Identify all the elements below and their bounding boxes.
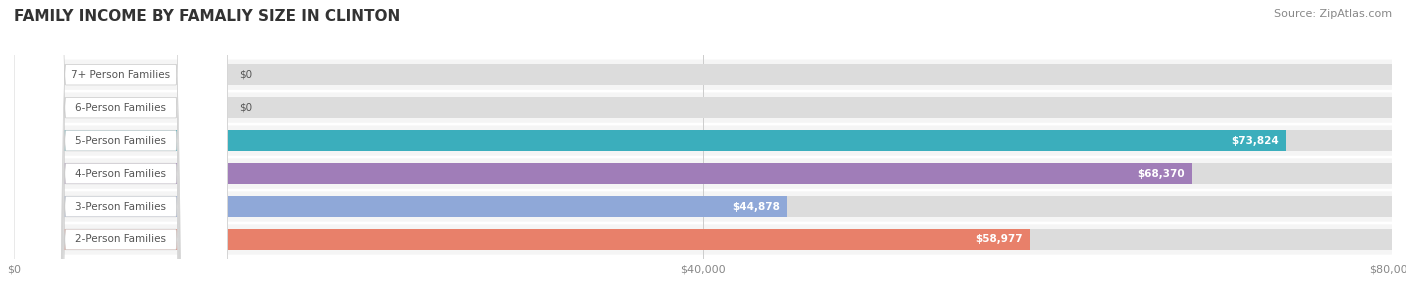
Bar xyxy=(14,130,1392,151)
FancyBboxPatch shape xyxy=(14,191,1392,222)
Text: $73,824: $73,824 xyxy=(1230,136,1278,145)
Text: $68,370: $68,370 xyxy=(1137,169,1185,178)
FancyBboxPatch shape xyxy=(14,125,1392,156)
FancyBboxPatch shape xyxy=(14,59,1392,90)
FancyBboxPatch shape xyxy=(14,92,1392,123)
FancyBboxPatch shape xyxy=(14,0,228,305)
Text: $0: $0 xyxy=(239,103,252,113)
FancyBboxPatch shape xyxy=(14,0,228,305)
FancyBboxPatch shape xyxy=(14,224,1392,255)
Text: 5-Person Families: 5-Person Families xyxy=(76,136,166,145)
FancyBboxPatch shape xyxy=(14,0,228,305)
Text: $58,977: $58,977 xyxy=(976,235,1024,245)
FancyBboxPatch shape xyxy=(14,0,228,305)
Bar xyxy=(14,196,787,217)
Text: Source: ZipAtlas.com: Source: ZipAtlas.com xyxy=(1274,9,1392,19)
FancyBboxPatch shape xyxy=(14,0,228,305)
Text: 6-Person Families: 6-Person Families xyxy=(76,103,166,113)
Text: 2-Person Families: 2-Person Families xyxy=(76,235,166,245)
FancyBboxPatch shape xyxy=(14,158,1392,189)
Bar xyxy=(14,229,1392,250)
Text: 3-Person Families: 3-Person Families xyxy=(76,202,166,211)
Bar xyxy=(14,196,1392,217)
Bar xyxy=(14,163,1192,184)
Text: $44,878: $44,878 xyxy=(733,202,780,211)
Text: 7+ Person Families: 7+ Person Families xyxy=(72,70,170,80)
Text: $0: $0 xyxy=(239,70,252,80)
Bar xyxy=(14,97,1392,118)
Bar xyxy=(14,64,1392,85)
Text: 4-Person Families: 4-Person Families xyxy=(76,169,166,178)
FancyBboxPatch shape xyxy=(14,0,228,305)
Bar xyxy=(14,130,1285,151)
Text: FAMILY INCOME BY FAMALIY SIZE IN CLINTON: FAMILY INCOME BY FAMALIY SIZE IN CLINTON xyxy=(14,9,401,24)
Bar xyxy=(14,229,1029,250)
Bar xyxy=(14,163,1392,184)
